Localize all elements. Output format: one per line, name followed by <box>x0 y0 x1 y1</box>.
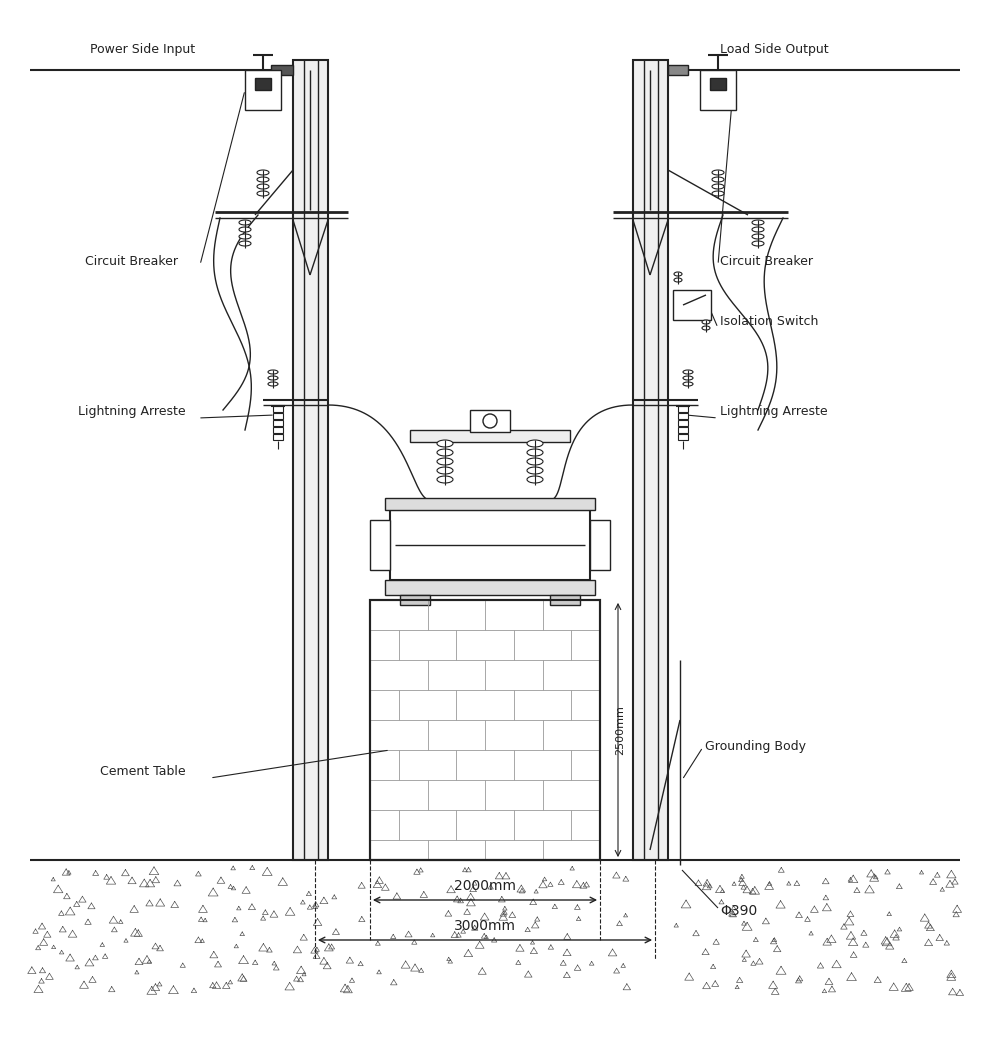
Text: Isolation Switch: Isolation Switch <box>720 315 818 328</box>
Ellipse shape <box>674 272 682 276</box>
Bar <box>370 520 390 570</box>
Ellipse shape <box>257 177 269 182</box>
Text: Power Side Input: Power Side Input <box>90 44 195 56</box>
Text: Circuit Breaker: Circuit Breaker <box>720 255 813 268</box>
Text: Load Side Output: Load Side Output <box>720 44 829 56</box>
Bar <box>678 434 688 440</box>
Text: 3000mm: 3000mm <box>454 919 516 933</box>
Ellipse shape <box>268 370 278 374</box>
Ellipse shape <box>527 440 543 447</box>
Ellipse shape <box>437 458 453 465</box>
Text: Grounding Body: Grounding Body <box>705 740 806 753</box>
Ellipse shape <box>674 278 682 282</box>
Bar <box>633 60 668 860</box>
Text: 2000mm: 2000mm <box>454 879 516 893</box>
Text: Cement Table: Cement Table <box>100 765 186 778</box>
Bar <box>410 430 570 442</box>
Ellipse shape <box>752 220 764 225</box>
Bar <box>700 70 736 110</box>
Bar <box>370 600 600 860</box>
Bar <box>385 580 595 595</box>
Bar <box>293 60 328 860</box>
Bar <box>390 510 590 580</box>
Bar <box>590 520 610 570</box>
Text: Lightning Arreste: Lightning Arreste <box>720 405 828 418</box>
Circle shape <box>483 414 497 428</box>
Ellipse shape <box>683 376 693 380</box>
Ellipse shape <box>257 170 269 175</box>
Bar <box>470 410 510 432</box>
Ellipse shape <box>712 191 724 196</box>
Bar <box>273 406 283 412</box>
Ellipse shape <box>437 440 453 447</box>
Bar <box>678 406 688 412</box>
Bar <box>710 78 726 90</box>
Bar <box>271 65 293 75</box>
Ellipse shape <box>702 320 710 324</box>
Bar <box>550 595 580 605</box>
Ellipse shape <box>437 476 453 483</box>
Ellipse shape <box>752 234 764 239</box>
Ellipse shape <box>268 376 278 380</box>
Ellipse shape <box>712 177 724 182</box>
Ellipse shape <box>752 242 764 246</box>
Bar <box>370 600 600 860</box>
Bar <box>273 427 283 433</box>
Bar <box>273 413 283 418</box>
Ellipse shape <box>527 467 543 474</box>
Ellipse shape <box>683 382 693 386</box>
Bar <box>668 65 688 75</box>
Text: Lightning Arreste: Lightning Arreste <box>78 405 186 418</box>
Ellipse shape <box>257 191 269 196</box>
Ellipse shape <box>437 467 453 474</box>
Ellipse shape <box>437 449 453 456</box>
Ellipse shape <box>527 449 543 456</box>
Bar <box>273 434 283 440</box>
Ellipse shape <box>239 227 251 232</box>
Ellipse shape <box>239 242 251 246</box>
Text: Φ390: Φ390 <box>720 904 757 918</box>
Text: 2500mm: 2500mm <box>615 705 625 755</box>
Ellipse shape <box>239 234 251 239</box>
Ellipse shape <box>712 170 724 175</box>
Bar <box>678 427 688 433</box>
Bar <box>385 498 595 510</box>
Bar <box>678 420 688 426</box>
Bar <box>255 78 271 90</box>
Ellipse shape <box>527 458 543 465</box>
Ellipse shape <box>752 227 764 232</box>
Bar <box>400 595 430 605</box>
Ellipse shape <box>257 184 269 189</box>
Ellipse shape <box>268 382 278 386</box>
Bar <box>273 420 283 426</box>
Ellipse shape <box>239 220 251 225</box>
Bar <box>245 70 281 110</box>
Ellipse shape <box>527 476 543 483</box>
Bar <box>673 290 711 320</box>
Bar <box>678 413 688 418</box>
Ellipse shape <box>702 326 710 330</box>
Ellipse shape <box>683 370 693 374</box>
Ellipse shape <box>712 184 724 189</box>
Text: Circuit Breaker: Circuit Breaker <box>85 255 178 268</box>
